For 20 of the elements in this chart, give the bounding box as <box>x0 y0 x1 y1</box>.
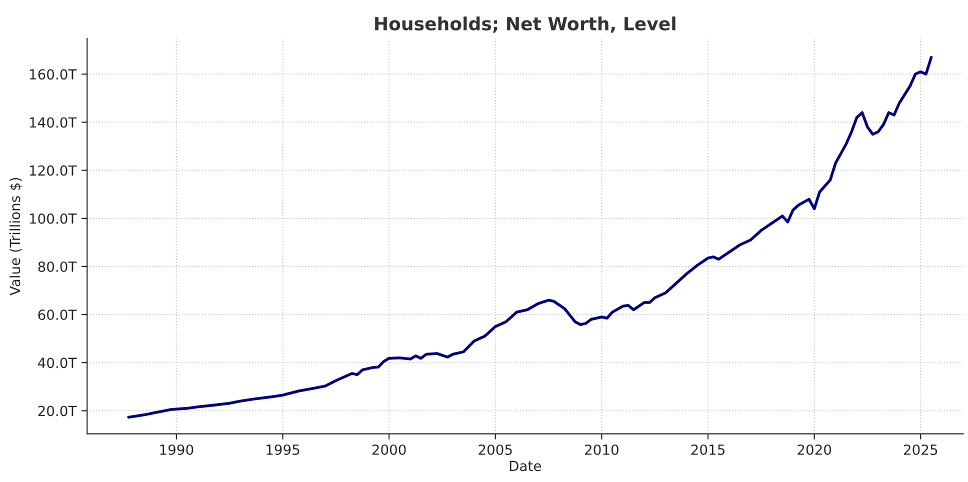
y-tick-label: 40.0T <box>38 358 77 368</box>
x-tick-label: 2025 <box>904 444 938 455</box>
y-tick-label: 100.0T <box>30 213 77 224</box>
y-tick-label: 20.0T <box>38 406 77 416</box>
y-tick-label: 60.0T <box>38 310 77 320</box>
line-series <box>127 56 933 419</box>
y-axis-title: Value (Trillions $) <box>9 178 22 296</box>
x-tick-label: 1995 <box>266 444 300 455</box>
chart-title: Households; Net Worth, Level <box>375 16 676 33</box>
x-axis-title: Date <box>510 460 541 472</box>
y-tick-label: 80.0T <box>38 261 77 272</box>
y-tick-label: 120.0T <box>30 165 77 176</box>
y-tick-label: 160.0T <box>30 69 77 80</box>
x-tick-label: 2000 <box>372 444 406 455</box>
y-tick-label: 140.0T <box>30 117 77 128</box>
x-tick-label: 2015 <box>691 444 724 455</box>
x-tick-label: 2010 <box>585 444 618 455</box>
x-tick-label: 2020 <box>798 444 832 455</box>
x-tick-label: 2005 <box>478 444 512 455</box>
x-tick-label: 1990 <box>160 444 194 455</box>
